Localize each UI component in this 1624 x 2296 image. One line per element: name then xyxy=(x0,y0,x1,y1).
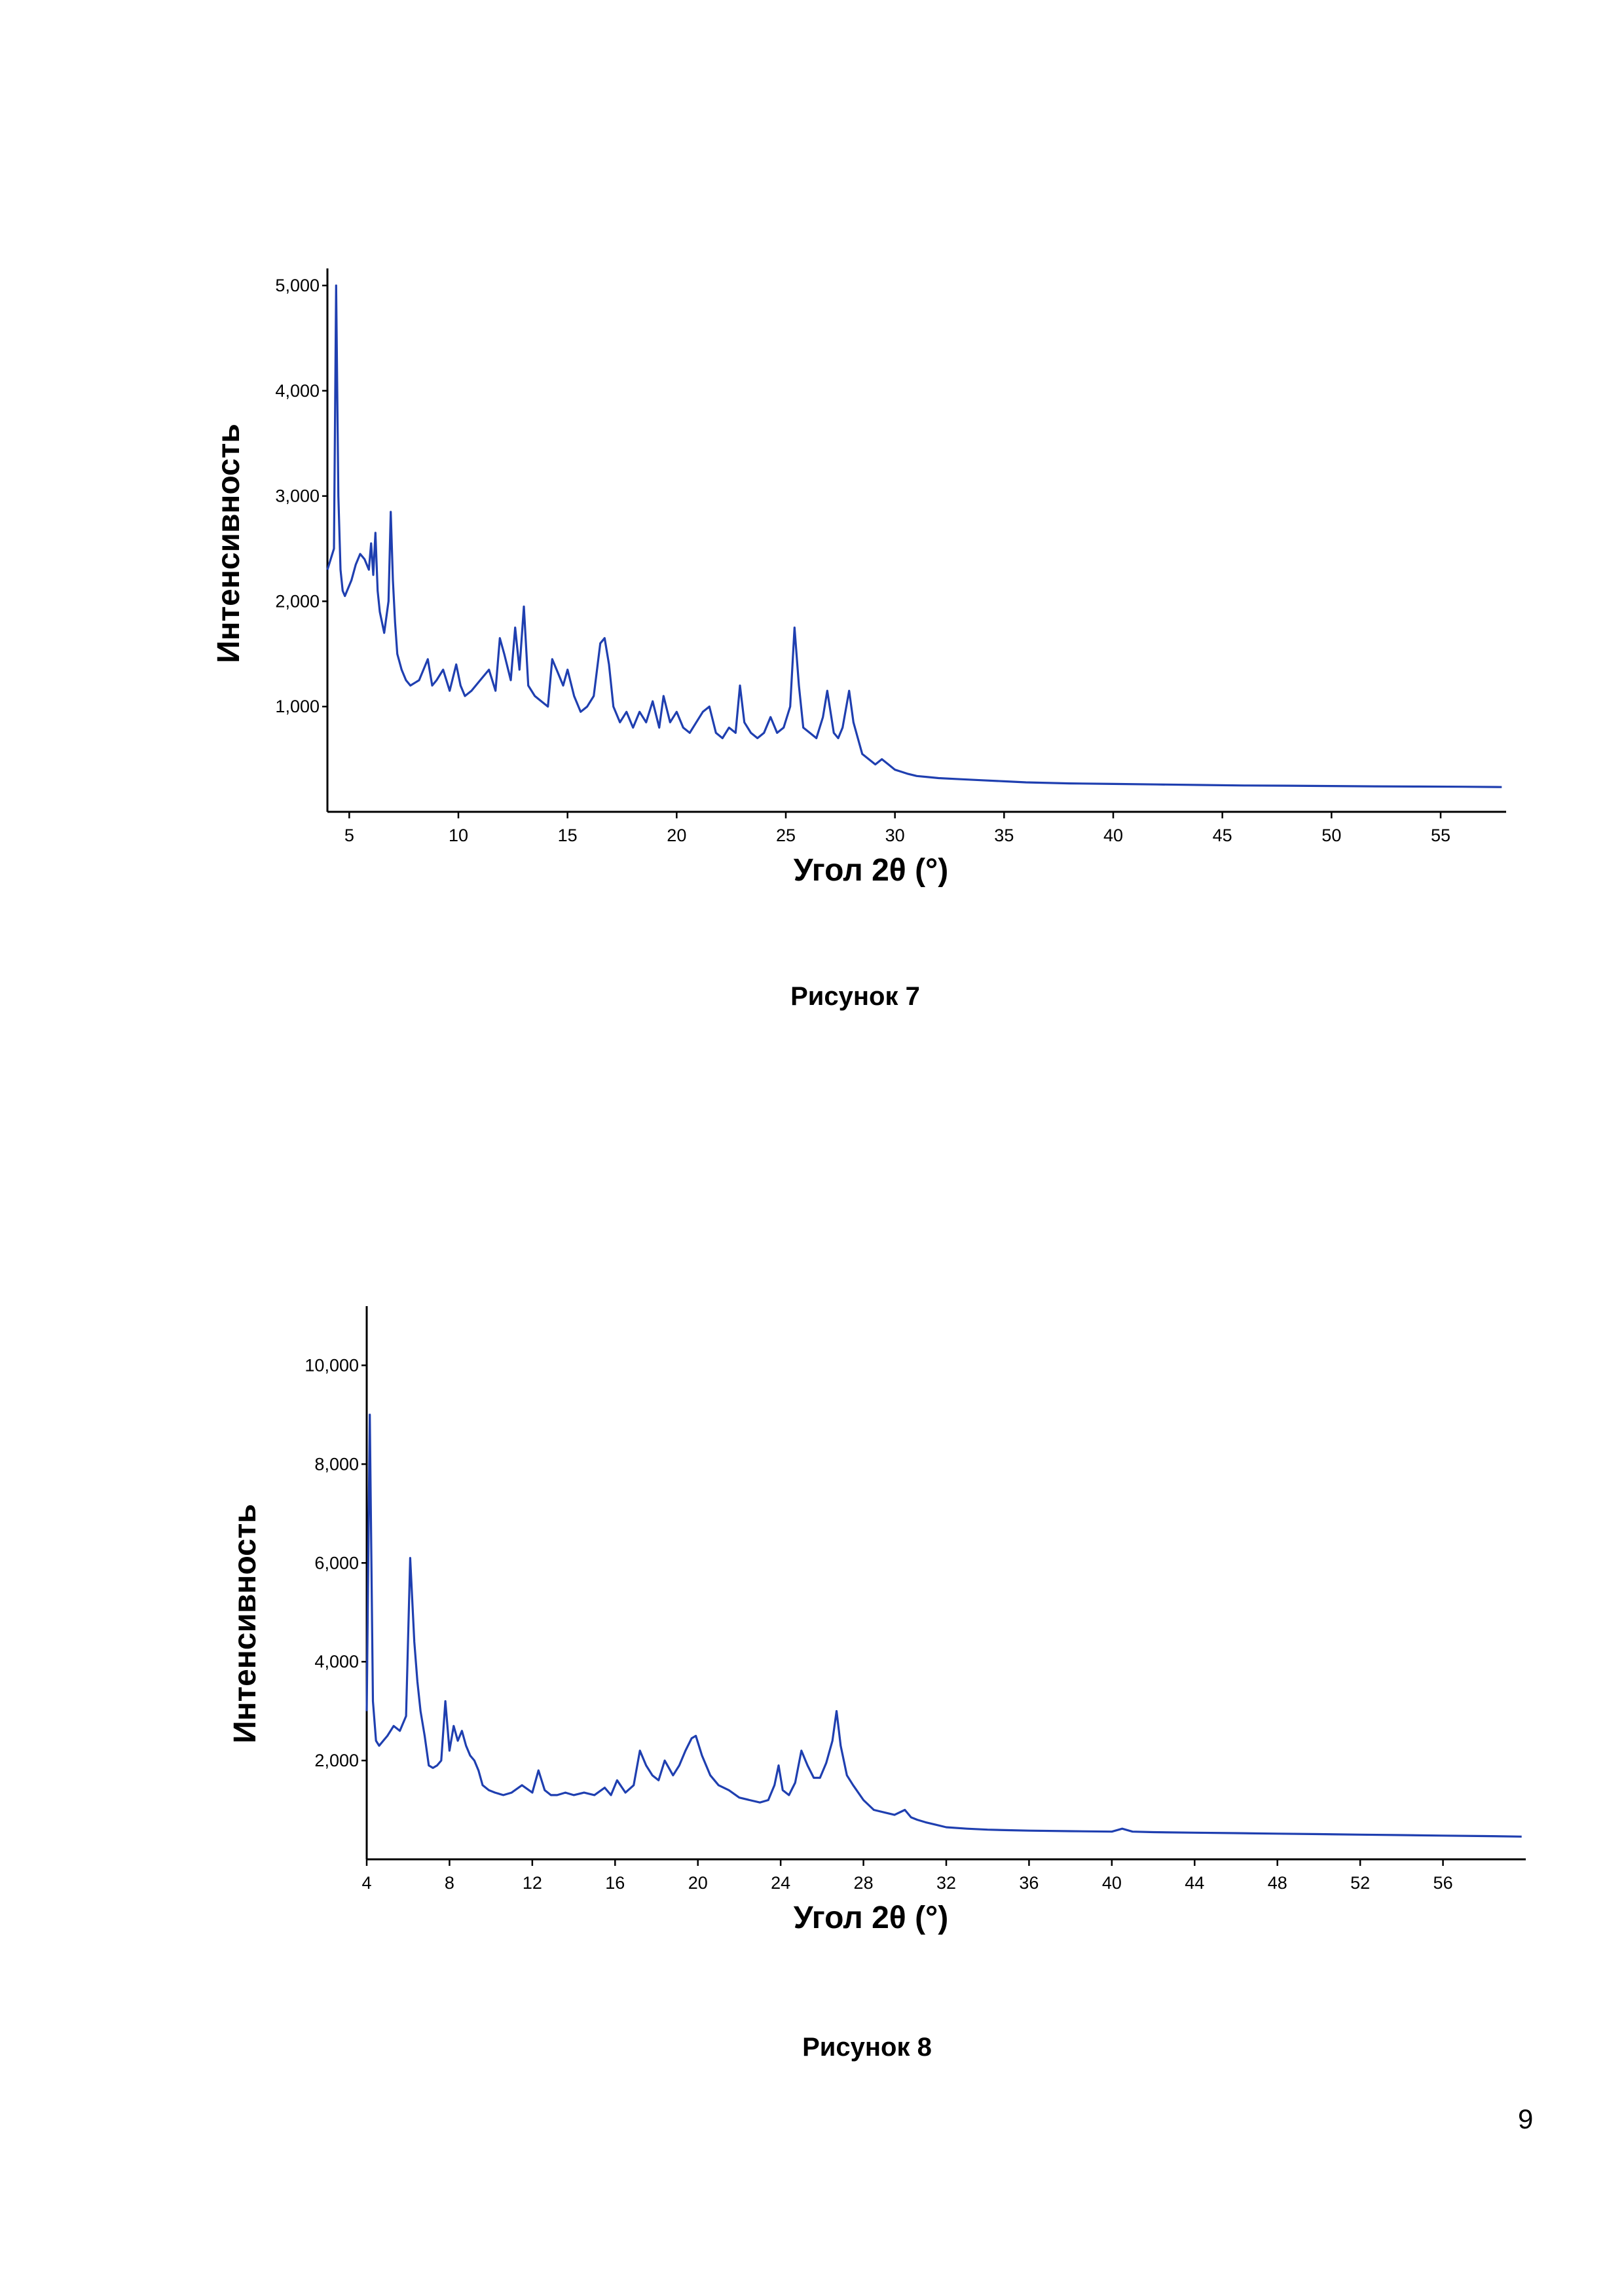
xrd-chart-figure-7: 1,000 2,000 3,000 4,000 5,000 5 10 15 20 25 30 35 40… xyxy=(0,0,1624,1080)
x-tick-label: 4 xyxy=(361,1873,371,1893)
y-tick-label: 8,000 xyxy=(314,1454,359,1474)
y-axis-title: Интенсивность xyxy=(228,1504,263,1743)
x-tick-label: 15 xyxy=(558,826,578,845)
y-tick-label: 2,000 xyxy=(275,591,320,611)
xrd-chart-figure-8: 2,0004,0006,0008,00010,00048121620242832… xyxy=(0,1080,1624,2160)
y-axis-title: Интенсивность xyxy=(212,424,246,663)
y-tick-label: 2,000 xyxy=(314,1751,359,1770)
x-tick-label: 55 xyxy=(1431,826,1450,845)
x-tick-label: 44 xyxy=(1185,1873,1204,1893)
figure-8: 2,0004,0006,0008,00010,00048121620242832… xyxy=(0,1080,1624,2160)
y-tick-label: 1,000 xyxy=(275,697,320,716)
x-tick-label: 48 xyxy=(1268,1873,1287,1893)
x-tick-label: 35 xyxy=(994,826,1014,845)
x-tick-label: 50 xyxy=(1321,826,1341,845)
x-tick-label: 56 xyxy=(1433,1873,1453,1893)
y-tick-label: 10,000 xyxy=(304,1355,359,1375)
y-tick-label: 5,000 xyxy=(275,276,320,295)
x-tick-label: 12 xyxy=(523,1873,542,1893)
x-tick-label: 16 xyxy=(605,1873,625,1893)
y-tick-label: 3,000 xyxy=(275,486,320,506)
y-tick-label: 6,000 xyxy=(314,1553,359,1573)
page-number: 9 xyxy=(1518,2104,1533,2135)
x-tick-label: 8 xyxy=(445,1873,454,1893)
x-tick-label: 36 xyxy=(1019,1873,1039,1893)
series-line xyxy=(327,285,1502,787)
x-tick-label: 45 xyxy=(1213,826,1232,845)
x-tick-label: 32 xyxy=(936,1873,956,1893)
x-tick-label: 40 xyxy=(1103,826,1123,845)
figure-7: 1,000 2,000 3,000 4,000 5,000 5 10 15 20 25 30 35 40… xyxy=(0,0,1624,1080)
x-tick-label: 40 xyxy=(1102,1873,1122,1893)
x-tick-label: 52 xyxy=(1350,1873,1370,1893)
x-tick-label: 5 xyxy=(344,826,354,845)
y-tick-label: 4,000 xyxy=(314,1652,359,1671)
x-tick-label: 28 xyxy=(854,1873,874,1893)
x-axis-title: Угол 2θ (°) xyxy=(794,1901,948,1935)
x-tick-label: 20 xyxy=(688,1873,708,1893)
x-tick-label: 20 xyxy=(667,826,686,845)
x-tick-label: 25 xyxy=(776,826,796,845)
figure-caption: Рисунок 8 xyxy=(55,2033,1624,2062)
x-axis-title: Угол 2θ (°) xyxy=(794,853,948,888)
y-tick-label: 4,000 xyxy=(275,381,320,401)
x-tick-label: 24 xyxy=(771,1873,790,1893)
series-line xyxy=(367,1415,1522,1836)
x-tick-label: 10 xyxy=(449,826,468,845)
x-tick-label: 30 xyxy=(885,826,905,845)
figure-caption: Рисунок 7 xyxy=(43,982,1624,1011)
